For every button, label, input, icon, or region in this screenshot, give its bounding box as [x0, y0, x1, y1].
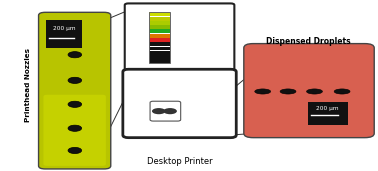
FancyBboxPatch shape [39, 12, 111, 169]
Bar [149, 47, 170, 50]
Bar [149, 38, 170, 42]
FancyBboxPatch shape [125, 3, 234, 92]
Bar [149, 51, 170, 55]
Ellipse shape [307, 89, 322, 94]
Circle shape [68, 28, 82, 34]
Bar [46, 20, 82, 48]
FancyBboxPatch shape [43, 95, 106, 166]
Bar [149, 55, 170, 59]
Bar [149, 17, 170, 21]
FancyBboxPatch shape [123, 69, 236, 138]
Text: Desktop Printer: Desktop Printer [147, 157, 212, 166]
Bar [149, 42, 170, 46]
Bar [149, 25, 170, 29]
Bar [149, 12, 170, 63]
Bar [149, 29, 170, 33]
Circle shape [68, 125, 82, 131]
Bar [149, 59, 170, 63]
Circle shape [68, 77, 82, 83]
Ellipse shape [255, 89, 271, 94]
Text: Printhead Nozzles: Printhead Nozzles [25, 49, 31, 122]
Ellipse shape [280, 89, 296, 94]
Text: 200 μm: 200 μm [316, 106, 339, 111]
Text: Dispensed Droplets: Dispensed Droplets [266, 37, 350, 45]
Bar [308, 102, 348, 125]
Circle shape [68, 101, 82, 107]
Ellipse shape [334, 89, 350, 94]
Bar [149, 21, 170, 25]
FancyBboxPatch shape [244, 44, 374, 138]
FancyBboxPatch shape [150, 101, 181, 121]
Text: 200 μm: 200 μm [53, 26, 76, 31]
Circle shape [68, 52, 82, 58]
Circle shape [68, 147, 82, 154]
Bar [149, 12, 170, 16]
Circle shape [163, 108, 177, 114]
Bar [149, 34, 170, 38]
Circle shape [152, 108, 166, 114]
